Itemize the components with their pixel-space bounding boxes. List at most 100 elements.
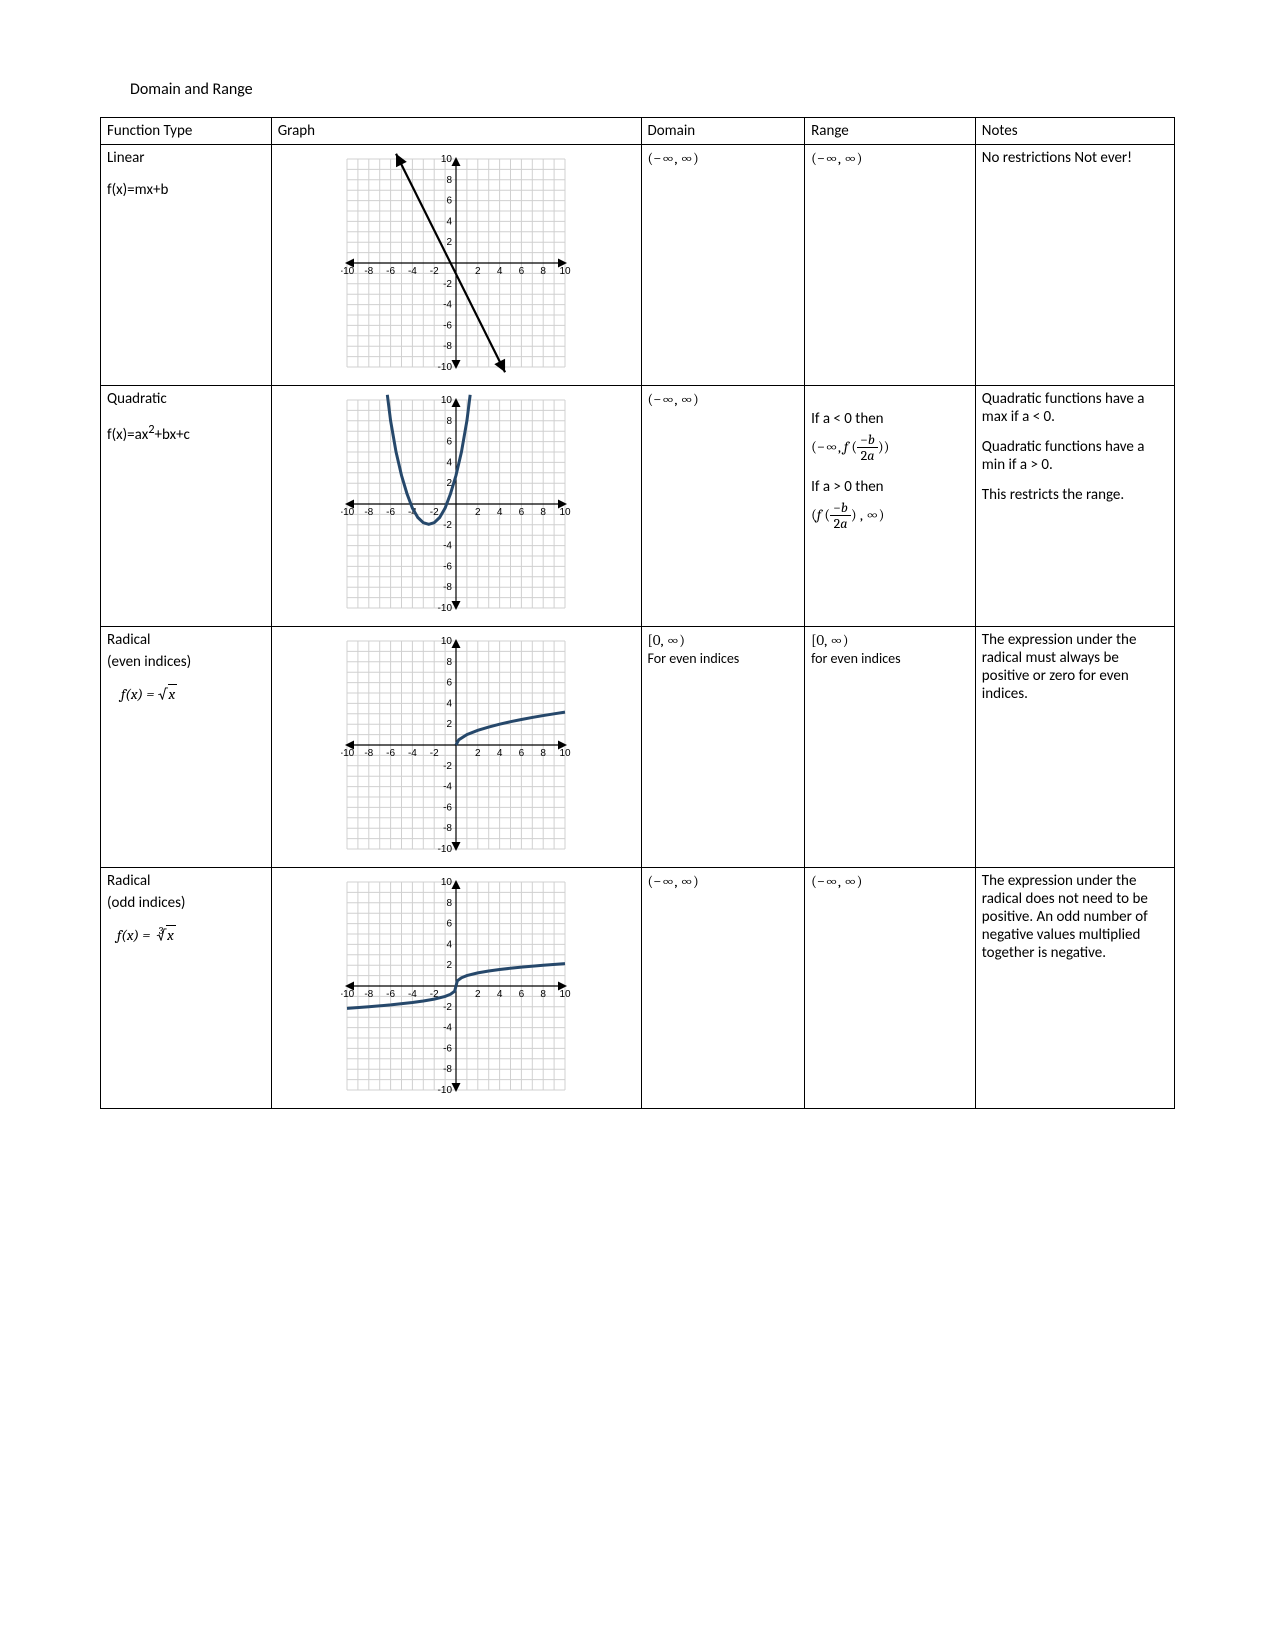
svg-text:-8: -8 <box>364 748 373 759</box>
function-name: Linear <box>107 149 265 167</box>
svg-text:-8: -8 <box>443 1064 452 1075</box>
graph-linear: -10-8-6-4-2246810-10-8-6-4-2246810 <box>278 149 635 381</box>
eq-radicand: x <box>166 925 176 944</box>
svg-text:6: 6 <box>519 266 525 277</box>
svg-text:8: 8 <box>447 416 453 427</box>
svg-text:4: 4 <box>447 698 453 709</box>
svg-text:-8: -8 <box>443 823 452 834</box>
svg-text:-8: -8 <box>443 582 452 593</box>
svg-text:2: 2 <box>475 507 481 518</box>
eq-radicand: x <box>168 684 178 703</box>
range-pos-label: If a > 0 then <box>811 478 969 496</box>
eq-root-index: 3 <box>159 925 164 937</box>
notes-value: Quadratic functions have a max if a < 0.… <box>975 386 1174 627</box>
function-table: Function Type Graph Domain Range Notes L… <box>100 117 1175 1109</box>
table-row: Radical (odd indices) f(x) = 3√x -10 -8 -6… <box>101 868 1175 1109</box>
svg-text:-10: -10 <box>341 748 355 759</box>
svg-text:-6: -6 <box>386 748 395 759</box>
range-sub: for even indices <box>811 650 900 667</box>
svg-text:2: 2 <box>475 748 481 759</box>
svg-text:6: 6 <box>447 678 453 689</box>
svg-text:-4: -4 <box>443 300 452 311</box>
svg-text:6: 6 <box>519 507 525 518</box>
eq-lhs: f(x) = <box>121 685 158 703</box>
svg-text:-4: -4 <box>443 541 452 552</box>
svg-text:8: 8 <box>541 507 547 518</box>
svg-text:6: 6 <box>519 989 525 1000</box>
svg-text:-10: -10 <box>341 989 355 1000</box>
svg-text:8: 8 <box>447 175 453 186</box>
svg-text:4: 4 <box>447 457 453 468</box>
svg-text:-10: -10 <box>438 603 453 614</box>
svg-text:6: 6 <box>447 437 453 448</box>
svg-text:2: 2 <box>447 237 453 248</box>
header-graph: Graph <box>271 118 641 145</box>
svg-text:8: 8 <box>541 266 547 277</box>
svg-text:2: 2 <box>475 266 481 277</box>
svg-text:-10: -10 <box>438 844 453 855</box>
svg-text:-6: -6 <box>386 507 395 518</box>
svg-text:2: 2 <box>447 719 453 730</box>
svg-text:10: 10 <box>441 395 453 406</box>
svg-text:-10: -10 <box>341 507 355 518</box>
svg-text:10: 10 <box>560 748 572 759</box>
svg-text:6: 6 <box>447 196 453 207</box>
svg-text:10: 10 <box>441 154 453 165</box>
header-function-type: Function Type <box>101 118 272 145</box>
svg-text:-6: -6 <box>443 802 452 813</box>
domain-value: [0, ∞) <box>648 631 685 649</box>
domain-sub: For even indices <box>648 650 740 667</box>
domain-value: (−∞, ∞) <box>648 390 699 408</box>
svg-text:-6: -6 <box>386 989 395 1000</box>
domain-value: (−∞, ∞) <box>648 872 699 890</box>
graph-quadratic: -10-8-6-4-2246810-10-8-6-4-2246810 <box>278 390 635 622</box>
svg-text:-10: -10 <box>438 1085 453 1096</box>
range-value: (−∞, ∞) <box>811 149 862 167</box>
svg-text:4: 4 <box>497 507 503 518</box>
svg-text:6: 6 <box>447 919 453 930</box>
function-name-line: (odd indices) <box>107 894 265 912</box>
svg-text:-2: -2 <box>443 761 452 772</box>
svg-text:-8: -8 <box>364 507 373 518</box>
notes-line: This restricts the range. <box>982 486 1168 504</box>
svg-text:10: 10 <box>560 266 572 277</box>
header-range: Range <box>805 118 976 145</box>
function-equation: f(x)=mx+b <box>107 181 265 199</box>
svg-text:-6: -6 <box>443 561 452 572</box>
function-name: Quadratic <box>107 390 265 408</box>
notes-value: The expression under the radical must al… <box>975 627 1174 868</box>
notes-line: Quadratic functions have a max if a < 0. <box>982 390 1168 426</box>
notes-value: The expression under the radical does no… <box>975 868 1174 1109</box>
eq-part: f(x)=ax <box>107 426 148 444</box>
svg-text:-2: -2 <box>443 1002 452 1013</box>
svg-text:-2: -2 <box>430 748 439 759</box>
svg-text:-6: -6 <box>443 320 452 331</box>
svg-text:8: 8 <box>541 748 547 759</box>
function-equation: f(x) = 3√x <box>117 926 265 944</box>
header-notes: Notes <box>975 118 1174 145</box>
svg-text:-4: -4 <box>408 989 417 1000</box>
domain-value: (−∞, ∞) <box>648 149 699 167</box>
range-neg-label: If a < 0 then <box>811 410 969 428</box>
svg-text:2: 2 <box>475 989 481 1000</box>
svg-text:-8: -8 <box>443 341 452 352</box>
page-title: Domain and Range <box>130 80 1175 99</box>
svg-text:-4: -4 <box>408 748 417 759</box>
svg-text:-2: -2 <box>430 266 439 277</box>
function-name-line: Radical <box>107 872 265 890</box>
svg-text:4: 4 <box>497 989 503 1000</box>
table-row: Quadratic f(x)=ax2+bx+c -10-8-6-4-224681… <box>101 386 1175 627</box>
svg-text:-6: -6 <box>443 1043 452 1054</box>
table-row: Linear f(x)=mx+b -10-8-6-4-2246810-10-8-… <box>101 145 1175 386</box>
svg-text:-6: -6 <box>386 266 395 277</box>
svg-text:-8: -8 <box>364 266 373 277</box>
svg-text:-2: -2 <box>430 507 439 518</box>
eq-lhs: f(x) = <box>117 926 154 944</box>
svg-text:8: 8 <box>447 657 453 668</box>
svg-text:10: 10 <box>560 507 572 518</box>
svg-text:-4: -4 <box>408 266 417 277</box>
svg-text:4: 4 <box>497 748 503 759</box>
notes-value: No restrictions Not ever! <box>975 145 1174 386</box>
table-row: Radical (even indices) f(x) = √x -10-8-6… <box>101 627 1175 868</box>
svg-text:8: 8 <box>447 898 453 909</box>
